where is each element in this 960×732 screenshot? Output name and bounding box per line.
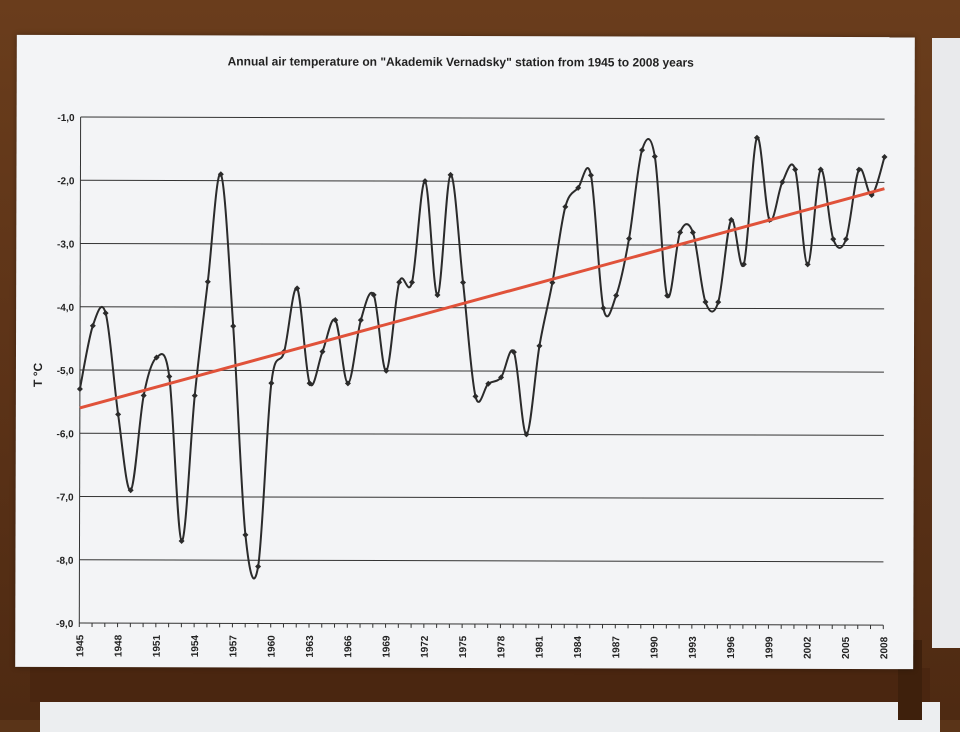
x-tick-label: 1993	[688, 636, 699, 659]
y-tick-label: -5,0	[57, 366, 75, 377]
x-tick-label: 1945	[75, 634, 86, 657]
data-point-marker	[779, 179, 785, 185]
y-tick-label: -7,0	[56, 492, 74, 503]
data-point-marker	[115, 411, 121, 417]
data-point-marker	[230, 323, 236, 329]
data-point-marker	[639, 147, 645, 153]
data-point-marker	[882, 154, 888, 160]
data-point-marker	[103, 310, 109, 316]
data-point-marker	[166, 374, 172, 380]
data-point-marker	[843, 236, 849, 242]
board-frame-bottom	[30, 668, 930, 702]
adjacent-paper-sheet	[932, 38, 960, 648]
y-tick-label: -2,0	[57, 176, 75, 187]
data-point-marker	[409, 279, 415, 285]
x-tick-label: 1954	[190, 635, 201, 658]
x-tick-label: 1966	[343, 635, 354, 658]
y-tick-labels: -1,0 -2,0 -3,0 -4,0 -5,0 -6,0 -7,0 -8,0 -9,0	[56, 113, 75, 630]
data-point-marker	[600, 305, 606, 311]
data-point-marker	[536, 343, 542, 349]
data-point-marker	[702, 299, 708, 305]
gridlines	[79, 117, 884, 629]
gridline	[80, 370, 884, 372]
data-point-marker	[690, 229, 696, 235]
x-tick-label: 1951	[152, 634, 163, 657]
gridline	[80, 307, 884, 309]
y-tick-label: -6,0	[57, 429, 75, 440]
data-point-marker	[856, 167, 862, 173]
y-tick-label: -8,0	[56, 556, 74, 567]
data-point-marker	[242, 532, 248, 538]
x-tick-label: 1984	[573, 636, 584, 659]
data-point-marker	[562, 204, 568, 210]
x-tick-label: 1981	[535, 635, 546, 658]
chart-paper: Annual air temperature on "Akademik Vern…	[15, 35, 915, 669]
x-tick-label: 1987	[611, 636, 622, 659]
temperature-series-line	[79, 135, 884, 580]
gridline	[80, 243, 884, 245]
data-series	[76, 133, 887, 580]
data-point-marker	[90, 323, 96, 329]
x-tick-label: 1969	[381, 635, 392, 658]
gridline	[79, 623, 883, 625]
y-tick-label: -1,0	[57, 113, 75, 124]
y-tick-label: -4,0	[57, 303, 75, 314]
data-point-marker	[460, 279, 466, 285]
data-point-marker	[830, 236, 836, 242]
data-point-marker	[792, 166, 798, 172]
data-point-marker	[472, 393, 478, 399]
gridline	[80, 496, 884, 498]
x-tick-label: 1999	[764, 636, 775, 659]
x-tick-label: 1963	[305, 635, 316, 658]
data-point-marker	[141, 392, 147, 398]
x-tick-label: 2002	[803, 636, 814, 659]
x-tick-label: 1990	[649, 636, 660, 659]
x-tick-label: 2008	[879, 636, 890, 659]
data-point-marker	[715, 299, 721, 305]
x-tick-label: 1996	[726, 636, 737, 659]
data-point-marker	[319, 349, 325, 355]
data-point-marker	[255, 564, 261, 570]
x-tick-labels: 1945 1948 1951 1954 1957 1960 1963 1966 1969 1972…	[75, 634, 890, 659]
y-tick-label: -3,0	[57, 239, 75, 250]
gridline	[79, 560, 883, 562]
x-tick-label: 2005	[841, 636, 852, 659]
x-tick-label: 1975	[458, 635, 469, 658]
gridline	[80, 433, 884, 435]
y-axis-line	[79, 117, 80, 623]
data-point-marker	[205, 279, 211, 285]
x-tick-label: 1957	[228, 635, 239, 658]
data-point-marker	[396, 279, 402, 285]
data-point-marker	[613, 292, 619, 298]
trend-line	[80, 187, 885, 410]
data-point-marker	[805, 261, 811, 267]
x-tick-label: 1978	[496, 635, 507, 658]
data-point-marker	[268, 380, 274, 386]
y-tick-label: -9,0	[56, 619, 74, 630]
x-tick-label: 1948	[113, 634, 124, 657]
y-axis-label: T °C	[31, 362, 45, 386]
data-point-marker	[332, 317, 338, 323]
data-point-marker	[677, 229, 683, 235]
data-point-marker	[77, 386, 83, 392]
data-point-marker	[652, 153, 658, 159]
data-point-marker	[192, 393, 198, 399]
data-point-marker	[588, 172, 594, 178]
gridline	[81, 117, 885, 119]
data-point-marker	[358, 317, 364, 323]
x-tick-label: 1972	[420, 635, 431, 658]
temperature-chart: Annual air temperature on "Akademik Vern…	[15, 35, 915, 669]
chart-title: Annual air temperature on "Akademik Vern…	[228, 54, 695, 69]
x-tick-label: 1960	[267, 635, 278, 658]
data-point-marker	[626, 236, 632, 242]
lower-paper-sheet	[40, 702, 940, 732]
